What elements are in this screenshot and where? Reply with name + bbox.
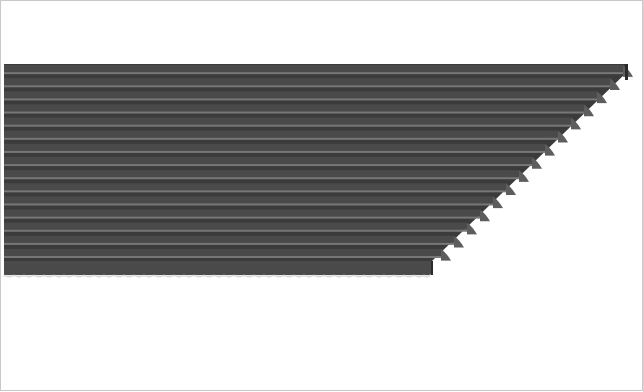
belt-rib-highlight bbox=[4, 164, 532, 167]
belt-rib-highlight bbox=[4, 177, 519, 180]
belt-rib-highlight bbox=[4, 216, 480, 219]
belt-rib-notch bbox=[584, 104, 594, 117]
belt-rib bbox=[4, 209, 480, 217]
belt-rib-highlight bbox=[4, 150, 545, 153]
belt-rib-highlight bbox=[4, 98, 597, 101]
belt-rib-notch bbox=[506, 183, 516, 196]
belt-rib-highlight bbox=[4, 137, 558, 140]
belt-end-cap bbox=[625, 64, 628, 80]
belt-rib bbox=[4, 196, 493, 204]
belt-rib-notch bbox=[545, 143, 555, 156]
belt-rib-highlight bbox=[4, 229, 467, 232]
belt-rib-highlight bbox=[4, 124, 571, 127]
belt-teeth-edge bbox=[3, 273, 431, 278]
belt-rib-notch bbox=[467, 222, 477, 235]
belt-rib bbox=[4, 78, 610, 86]
belt-front-face bbox=[4, 261, 432, 275]
belt-rib-notch bbox=[441, 248, 451, 261]
belt-rib-notch bbox=[610, 78, 620, 90]
belt-rib bbox=[4, 65, 623, 73]
belt-rib bbox=[4, 130, 558, 138]
belt-rib-highlight bbox=[4, 203, 493, 206]
belt-rib-notch bbox=[480, 209, 490, 222]
belt-rib bbox=[4, 156, 532, 165]
belt-rib-notch bbox=[519, 170, 529, 182]
belt-rib-highlight bbox=[4, 256, 441, 259]
belt-rib bbox=[4, 183, 506, 191]
belt-rib-notch bbox=[558, 130, 568, 143]
belt-ribs bbox=[4, 65, 623, 259]
belt-rib bbox=[4, 222, 467, 230]
belt-rib bbox=[4, 248, 441, 257]
belt-rib bbox=[4, 91, 597, 99]
belt-rib-notch bbox=[493, 196, 503, 209]
belt-rib-highlight bbox=[4, 242, 454, 245]
belt-rib bbox=[4, 143, 545, 152]
belt-rib-highlight bbox=[4, 72, 623, 75]
belt-rib bbox=[4, 170, 519, 178]
belt-rib bbox=[4, 235, 454, 243]
belt-rib-notch bbox=[597, 91, 607, 104]
belt-rib-highlight bbox=[4, 190, 506, 193]
belt-rib-highlight bbox=[4, 85, 610, 88]
belt-rib-notch bbox=[532, 156, 542, 169]
belt-end-face bbox=[441, 64, 633, 261]
belt-rib bbox=[4, 104, 584, 112]
belt-rib-notch bbox=[454, 235, 464, 248]
belt-rib bbox=[4, 117, 571, 125]
belt-bottom-teeth bbox=[3, 273, 431, 278]
belt-rib-notch bbox=[571, 117, 581, 130]
belt-rib-highlight bbox=[4, 111, 584, 114]
